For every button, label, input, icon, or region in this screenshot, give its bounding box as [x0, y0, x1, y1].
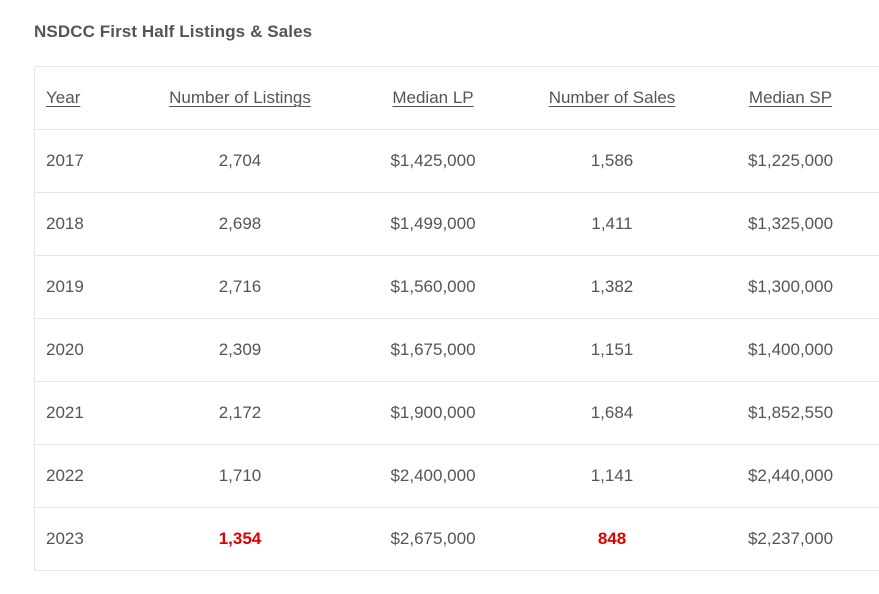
- cell-median-sp: $1,852,550: [702, 381, 879, 445]
- cell-median-lp: $1,560,000: [344, 255, 522, 319]
- cell-listings: 2,698: [136, 192, 344, 256]
- cell-median-lp: $1,425,000: [344, 129, 522, 193]
- cell-listings: 2,716: [136, 255, 344, 319]
- cell-sales: 1,151: [522, 318, 702, 382]
- table-row: 2018 2,698 $1,499,000 1,411 $1,325,000: [34, 192, 879, 256]
- header-median-lp[interactable]: Median LP: [344, 66, 522, 130]
- table-row: 2019 2,716 $1,560,000 1,382 $1,300,000: [34, 255, 879, 319]
- cell-listings: 2,309: [136, 318, 344, 382]
- cell-year: 2017: [34, 129, 136, 193]
- cell-listings: 2,704: [136, 129, 344, 193]
- cell-listings: 1,710: [136, 444, 344, 508]
- cell-median-lp: $1,900,000: [344, 381, 522, 445]
- listings-sales-table: Year Number of Listings Median LP Number…: [34, 66, 879, 571]
- cell-median-sp: $2,237,000: [747, 529, 834, 548]
- header-year[interactable]: Year: [34, 66, 136, 130]
- cell-sales: 1,586: [522, 129, 702, 193]
- table-row: 2017 2,704 $1,425,000 1,586 $1,225,000: [34, 129, 879, 193]
- cell-year: 2020: [34, 318, 136, 382]
- cell-year: 2022: [34, 444, 136, 508]
- cell-median-sp: $1,325,000: [702, 192, 879, 256]
- page-title: NSDCC First Half Listings & Sales: [34, 22, 313, 41]
- cell-median-lp: $2,675,000: [390, 529, 476, 548]
- header-number-of-sales[interactable]: Number of Sales: [522, 66, 702, 130]
- cell-listings: 2,172: [136, 381, 344, 445]
- cell-year: 2023: [46, 529, 84, 548]
- header-median-sp[interactable]: Median SP: [702, 66, 879, 130]
- cell-year: 2018: [34, 192, 136, 256]
- cell-listings-highlighted: 1,354: [218, 529, 262, 548]
- cell-sales: 1,411: [522, 192, 702, 256]
- cell-year: 2019: [34, 255, 136, 319]
- cell-sales: 1,684: [522, 381, 702, 445]
- cell-median-sp: $2,440,000: [702, 444, 879, 508]
- cell-median-sp: $1,225,000: [702, 129, 879, 193]
- cell-year: 2021: [34, 381, 136, 445]
- table-row: 2021 2,172 $1,900,000 1,684 $1,852,550: [34, 381, 879, 445]
- cell-median-lp: $2,400,000: [344, 444, 522, 508]
- table-row: 2022 1,710 $2,400,000 1,141 $2,440,000: [34, 444, 879, 508]
- table-row: 2020 2,309 $1,675,000 1,151 $1,400,000: [34, 318, 879, 382]
- cell-median-sp: $1,300,000: [702, 255, 879, 319]
- cell-sales: 1,382: [522, 255, 702, 319]
- table-header-row: Year Number of Listings Median LP Number…: [34, 66, 879, 130]
- cell-median-lp: $1,675,000: [344, 318, 522, 382]
- cell-median-sp: $1,400,000: [702, 318, 879, 382]
- data-table-container: Year Number of Listings Median LP Number…: [34, 66, 879, 571]
- cell-sales: 1,141: [522, 444, 702, 508]
- cell-median-lp: $1,499,000: [344, 192, 522, 256]
- cell-sales-highlighted: 848: [597, 529, 627, 548]
- table-row: 2023 1,354 $2,675,000 848 $2,237,000: [35, 508, 879, 571]
- header-number-of-listings[interactable]: Number of Listings: [136, 66, 344, 130]
